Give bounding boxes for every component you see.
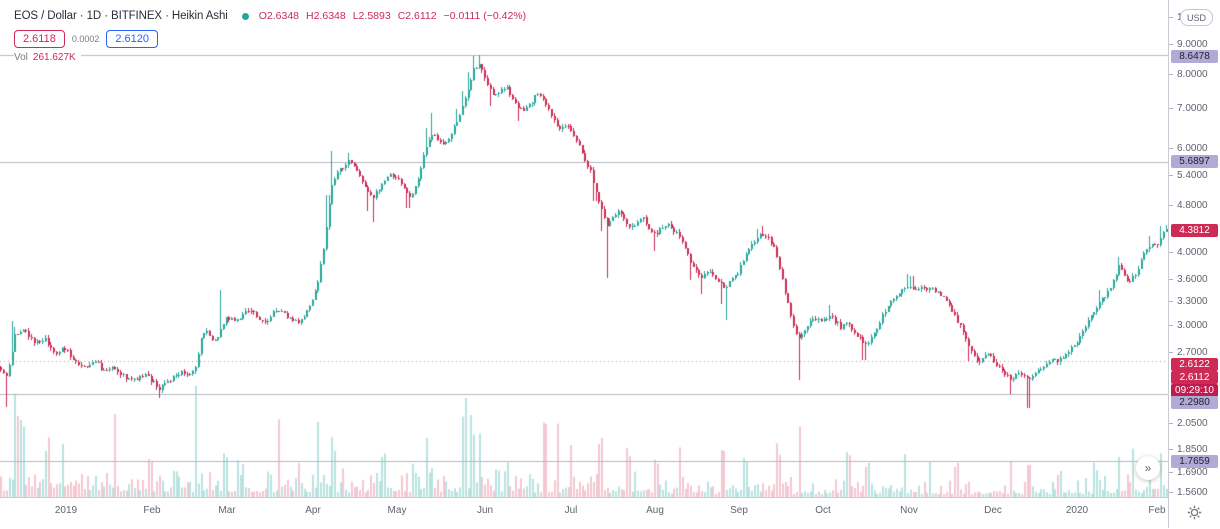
- ohlc-close: C2.6112: [397, 10, 437, 22]
- time-tick-2020: 2020: [1065, 505, 1089, 516]
- chart-legend: EOS / Dollar · 1D · BITFINEX · Heikin As…: [14, 9, 531, 23]
- volume-value: 261.627K: [32, 52, 76, 63]
- time-tick-Sep: Sep: [730, 505, 748, 516]
- price-tick: 4.8000: [1169, 199, 1208, 211]
- price-tick: 3.6000: [1169, 273, 1208, 285]
- price-label-4.3812: 4.3812: [1171, 224, 1218, 238]
- spread-value: 0.0002: [71, 34, 100, 44]
- axis-corner: [1168, 497, 1220, 528]
- time-tick-Dec: Dec: [984, 505, 1002, 516]
- price-tick: 8.0000: [1169, 69, 1208, 81]
- price-label-1.7659: 1.7659: [1171, 454, 1218, 468]
- time-tick-2019: 2019: [54, 505, 78, 516]
- price-chart-canvas[interactable]: [0, 0, 1168, 497]
- time-tick-May: May: [387, 505, 407, 516]
- price-tick: 2.7000: [1169, 347, 1208, 359]
- price-tick: 1.8500: [1169, 443, 1208, 455]
- double-chevron-right-icon: »: [1144, 461, 1152, 475]
- status-dot: [241, 12, 249, 20]
- ohlc-low: L2.5893: [352, 10, 391, 22]
- price-label-8.6478: 8.6478: [1171, 50, 1218, 64]
- price-tick: 6.0000: [1169, 142, 1208, 154]
- price-tick: 3.0000: [1169, 320, 1208, 332]
- time-axis[interactable]: 2019 Feb Mar Apr May Jun Jul Aug Sep Oct Nov Dec 202…: [0, 497, 1220, 529]
- jump-to-realtime-button[interactable]: »: [1136, 456, 1160, 480]
- price-tick: 3.3000: [1169, 295, 1208, 307]
- ohlc-high: H2.6348: [306, 10, 346, 22]
- volume-label: Vol: [14, 52, 28, 63]
- time-tick-Jun: Jun: [476, 505, 494, 516]
- ohlc-open: O2.6348: [258, 10, 300, 22]
- symbol-title[interactable]: EOS / Dollar · 1D · BITFINEX · Heikin As…: [14, 10, 228, 22]
- ohlc-change: −0.0111 (−0.42%): [443, 10, 527, 22]
- price-tick: 1.5600: [1169, 487, 1208, 499]
- volume-legend: Vol 261.627K: [14, 51, 81, 64]
- bar-countdown-label: 09:29:10: [1171, 383, 1218, 397]
- price-tick: 7.0000: [1169, 103, 1208, 115]
- buy-button[interactable]: 2.6120: [106, 30, 159, 48]
- time-tick-Oct: Oct: [815, 505, 831, 516]
- ohlc-values: O2.6348 H2.6348 L2.5893 C2.6112 −0.0111 …: [259, 10, 526, 22]
- price-label-2.2980: 2.2980: [1171, 396, 1218, 410]
- settings-gear-icon[interactable]: [1187, 505, 1202, 520]
- price-axis[interactable]: USD 10.00009.00008.00007.00006.00005.400…: [1168, 0, 1220, 528]
- currency-unit-button[interactable]: USD: [1180, 9, 1213, 26]
- time-tick-Aug: Aug: [646, 505, 664, 516]
- price-label-5.6897: 5.6897: [1171, 155, 1218, 169]
- time-tick-Jul: Jul: [564, 505, 578, 516]
- price-tick: 1.6900: [1169, 466, 1208, 478]
- time-tick-Nov: Nov: [900, 505, 918, 516]
- price-label-2.6122: 2.6122: [1171, 357, 1218, 371]
- price-tick: 4.0000: [1169, 246, 1208, 258]
- time-tick-Apr: Apr: [305, 505, 321, 516]
- trade-buttons: 2.6118 0.0002 2.6120: [14, 30, 163, 48]
- time-tick-Feb: Feb: [143, 505, 161, 516]
- price-tick: 2.0500: [1169, 417, 1208, 429]
- price-tick: 5.4000: [1169, 169, 1208, 181]
- price-label-2.6112: 2.6112: [1171, 370, 1218, 384]
- price-tick: 9.0000: [1169, 39, 1208, 51]
- time-tick-Feb: Feb: [1148, 505, 1166, 516]
- sell-button[interactable]: 2.6118: [14, 30, 65, 48]
- time-tick-Mar: Mar: [218, 505, 236, 516]
